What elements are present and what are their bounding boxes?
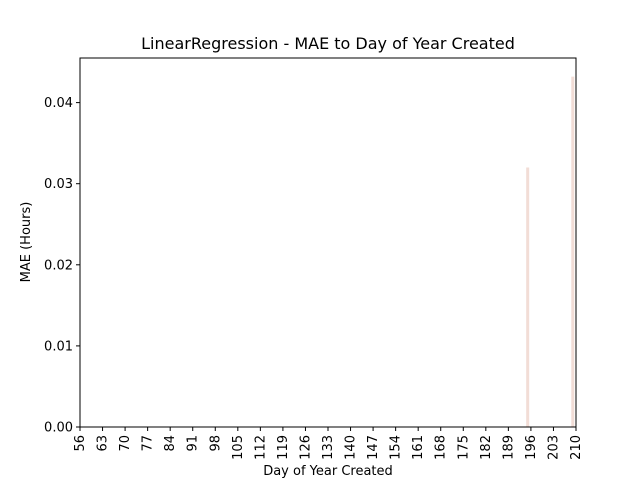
x-tick-label: 147	[366, 435, 381, 460]
x-tick-label: 126	[298, 435, 313, 460]
x-axis: 56 63 70 77 84 91 98 105 112 119 126 133 140 147 154 16…	[73, 427, 584, 460]
x-tick-label: 56	[73, 435, 88, 452]
chart-title: LinearRegression - MAE to Day of Year Cr…	[141, 34, 515, 53]
x-tick-label: 105	[231, 435, 246, 460]
x-tick-label: 133	[321, 435, 336, 460]
x-tick-label: 98	[208, 435, 223, 452]
x-tick-label: 91	[186, 435, 201, 452]
y-tick-label: 0.03	[44, 177, 73, 192]
x-tick-label: 210	[569, 435, 584, 460]
x-tick-label: 77	[141, 435, 156, 452]
y-tick-label: 0.02	[44, 258, 73, 273]
y-tick-label: 0.04	[44, 96, 73, 111]
x-tick-label: 84	[163, 435, 178, 452]
y-tick-label: 0.01	[44, 339, 73, 354]
x-tick-label: 175	[456, 435, 471, 460]
y-axis: 0.00 0.01 0.02 0.03 0.04	[44, 96, 80, 436]
y-axis-label: MAE (Hours)	[19, 202, 34, 283]
x-axis-label: Day of Year Created	[263, 464, 393, 479]
x-tick-label: 63	[96, 435, 111, 452]
x-tick-label: 168	[434, 435, 449, 460]
x-tick-label: 140	[344, 435, 359, 460]
x-tick-label: 119	[276, 435, 291, 460]
x-tick-label: 189	[501, 435, 516, 460]
bar-0-0	[526, 167, 530, 427]
x-tick-label: 70	[118, 435, 133, 452]
y-tick-label: 0.00	[44, 421, 73, 436]
bar-layer	[526, 76, 575, 428]
x-tick-label: 112	[253, 435, 268, 460]
x-tick-label: 182	[479, 435, 494, 460]
x-tick-label: 196	[524, 435, 539, 460]
bar-0-1	[571, 76, 575, 428]
x-tick-label: 203	[546, 435, 561, 460]
x-tick-label: 161	[411, 435, 426, 460]
x-tick-label: 154	[389, 435, 404, 460]
